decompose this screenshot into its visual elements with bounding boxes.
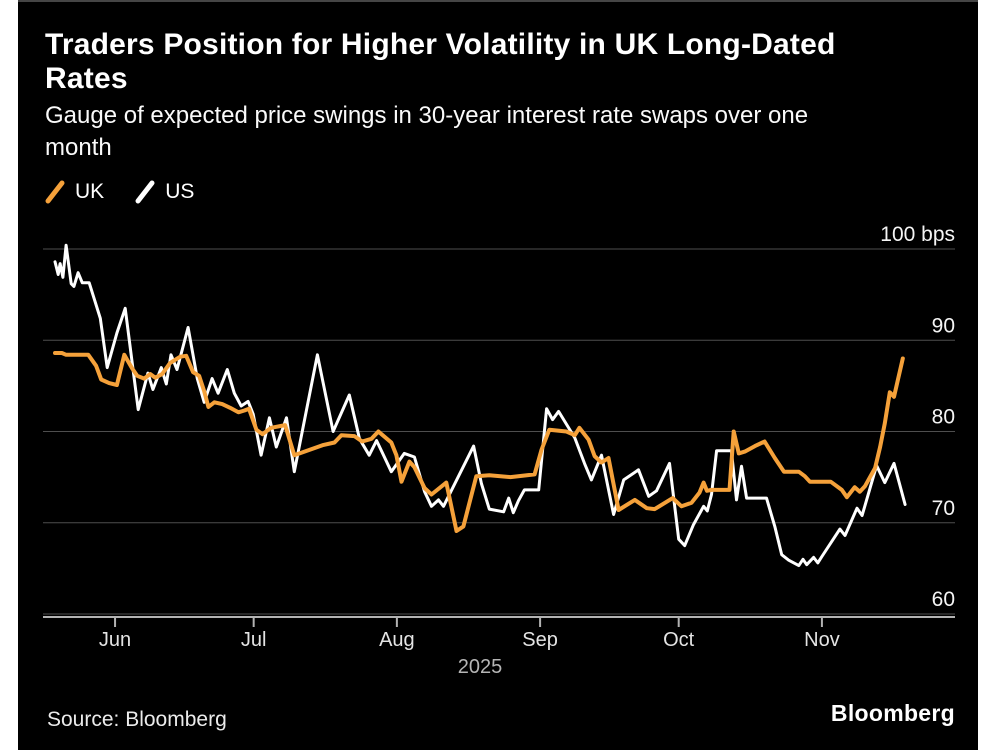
x-axis-month-label-Aug: Aug [379, 629, 415, 651]
x-axis-month-label-Oct: Oct [663, 629, 695, 651]
y-axis-label-100: 100 bps [880, 223, 955, 246]
chart-subtitle-line2: month [45, 134, 112, 161]
bloomberg-logo: Bloomberg [830, 700, 955, 726]
legend-label-uk: UK [75, 180, 105, 203]
legend-label-us: US [165, 180, 195, 203]
page-left-margin [0, 0, 18, 750]
chart-legend: UK US [44, 178, 194, 206]
y-axis-label-70: 70 [932, 497, 955, 520]
series-line-uk [53, 351, 905, 533]
us-series-slash-icon [135, 180, 155, 204]
chart-subtitle-line1: Gauge of expected price swings in 30-yea… [45, 102, 809, 129]
y-axis-label-90: 90 [932, 314, 955, 337]
page-title-line1: Traders Position for Higher Volatility i… [45, 28, 836, 61]
card-top-border [18, 0, 978, 2]
page-title: Traders Position for Higher Volatility i… [45, 28, 955, 96]
page-title-line2: Rates [45, 62, 128, 95]
x-axis-year-label: 2025 [458, 656, 503, 678]
chart-subtitle: Gauge of expected price swings in 30-yea… [45, 100, 965, 164]
x-axis-month-label-Sep: Sep [522, 629, 558, 651]
page-right-margin [978, 0, 1000, 750]
y-axis-label-80: 80 [932, 406, 955, 429]
us-slash-mark [135, 180, 155, 204]
source-note: Source: Bloomberg [47, 708, 227, 731]
series-line-us [53, 243, 907, 568]
uk-slash-mark [45, 180, 65, 204]
uk-series-slash-icon [45, 180, 65, 204]
legend-item-uk: UK [44, 178, 104, 206]
legend-item-us: US [134, 178, 194, 206]
x-axis-month-label-Nov: Nov [804, 629, 840, 651]
x-axis-month-label-Jul: Jul [241, 629, 267, 651]
y-axis-label-60: 60 [932, 588, 955, 611]
x-axis-month-label-Jun: Jun [99, 629, 131, 651]
